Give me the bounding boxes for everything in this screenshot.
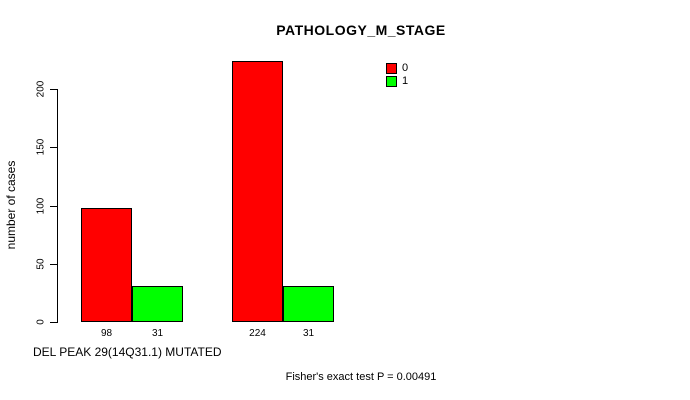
legend-item: 1 [386, 75, 408, 87]
y-axis-tick-label: 150 [35, 138, 47, 156]
bar-group1-series-1 [132, 286, 183, 322]
bar-count-label: 31 [302, 328, 315, 339]
y-axis-tick [50, 322, 57, 323]
bar-count-label: 31 [151, 328, 164, 339]
chart-title: PATHOLOGY_M_STAGE [276, 22, 446, 38]
legend-item: 0 [386, 62, 408, 74]
legend-label: 1 [402, 75, 409, 87]
bar-group1-series-0 [81, 208, 132, 322]
stat-annotation: Fisher's exact test P = 0.00491 [285, 371, 437, 383]
y-axis-tick [50, 264, 57, 265]
y-axis-tick-label: 200 [35, 80, 47, 98]
y-axis-tick-label: 50 [35, 258, 47, 270]
bar-group2-series-1 [283, 286, 334, 322]
legend-swatch-1 [386, 75, 397, 87]
y-axis-tick [50, 206, 57, 207]
y-axis-line [57, 89, 58, 323]
bar-count-label: 224 [249, 328, 266, 339]
bar-group2-series-0 [232, 61, 283, 322]
legend-swatch-0 [386, 62, 397, 74]
x-axis-label: DEL PEAK 29(14Q31.1) MUTATED [33, 345, 222, 359]
y-axis-tick [50, 147, 57, 148]
y-axis-tick-label: 0 [35, 319, 47, 325]
bar-count-label: 98 [100, 328, 113, 339]
y-axis-tick-label: 100 [35, 197, 47, 215]
y-axis-tick [50, 89, 57, 90]
legend-label: 0 [402, 62, 409, 74]
